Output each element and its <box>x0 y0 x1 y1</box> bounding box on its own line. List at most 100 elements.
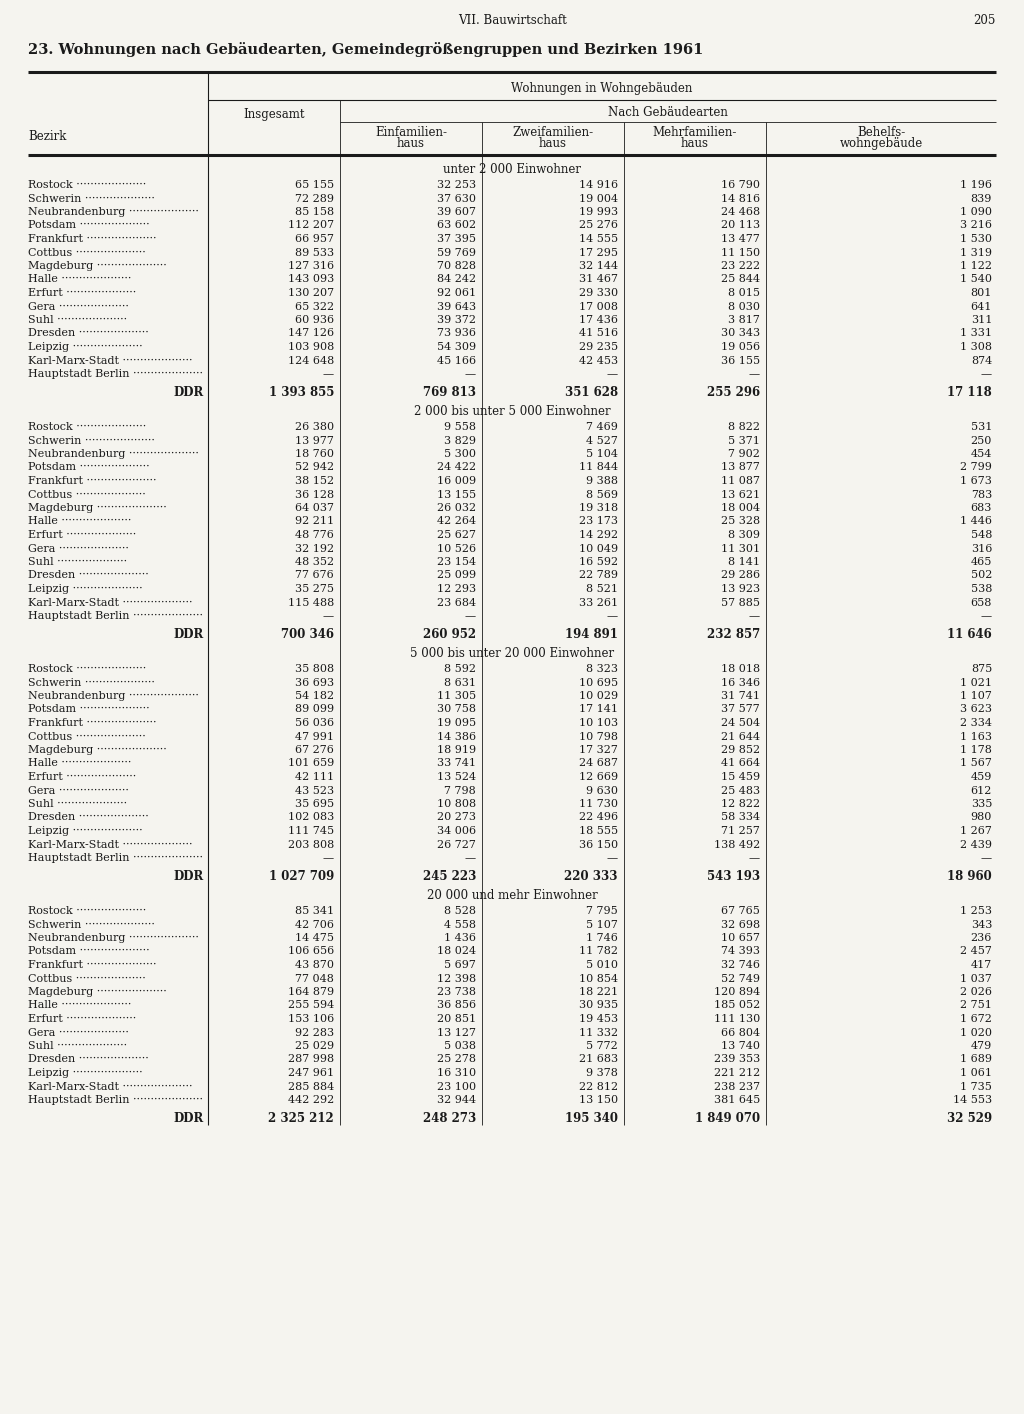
Text: 5 104: 5 104 <box>586 450 618 460</box>
Text: 89 533: 89 533 <box>295 247 334 257</box>
Text: 2 457: 2 457 <box>961 946 992 956</box>
Text: 14 386: 14 386 <box>437 731 476 741</box>
Text: 43 870: 43 870 <box>295 960 334 970</box>
Text: —: — <box>465 611 476 621</box>
Text: 13 127: 13 127 <box>437 1028 476 1038</box>
Text: 3 817: 3 817 <box>728 315 760 325</box>
Text: Cottbus ····················: Cottbus ···················· <box>28 973 145 984</box>
Text: 11 150: 11 150 <box>721 247 760 257</box>
Text: 18 760: 18 760 <box>295 450 334 460</box>
Text: Gera ····················: Gera ···················· <box>28 1028 129 1038</box>
Text: Frankfurt ····················: Frankfurt ···················· <box>28 233 157 245</box>
Text: 13 923: 13 923 <box>721 584 760 594</box>
Text: Suhl ····················: Suhl ···················· <box>28 557 127 567</box>
Text: 36 693: 36 693 <box>295 677 334 687</box>
Text: 5 772: 5 772 <box>587 1041 618 1051</box>
Text: Cottbus ····················: Cottbus ···················· <box>28 731 145 741</box>
Text: Halle ····················: Halle ···················· <box>28 274 131 284</box>
Text: 56 036: 56 036 <box>295 718 334 728</box>
Text: 18 960: 18 960 <box>947 870 992 882</box>
Text: 8 521: 8 521 <box>586 584 618 594</box>
Text: 25 278: 25 278 <box>437 1055 476 1065</box>
Text: 19 993: 19 993 <box>579 206 618 216</box>
Text: 9 558: 9 558 <box>444 421 476 433</box>
Text: Rostock ····················: Rostock ···················· <box>28 421 146 433</box>
Text: 38 152: 38 152 <box>295 477 334 486</box>
Text: 783: 783 <box>971 489 992 499</box>
Text: 25 099: 25 099 <box>437 570 476 581</box>
Text: 1 178: 1 178 <box>961 745 992 755</box>
Text: 8 030: 8 030 <box>728 301 760 311</box>
Text: 9 388: 9 388 <box>586 477 618 486</box>
Text: 250: 250 <box>971 436 992 445</box>
Text: 24 687: 24 687 <box>579 758 618 768</box>
Text: 502: 502 <box>971 570 992 581</box>
Text: Dresden ····················: Dresden ···················· <box>28 813 148 823</box>
Text: 35 275: 35 275 <box>295 584 334 594</box>
Text: 42 264: 42 264 <box>437 516 476 526</box>
Text: 1 090: 1 090 <box>961 206 992 216</box>
Text: Frankfurt ····················: Frankfurt ···················· <box>28 718 157 728</box>
Text: 20 851: 20 851 <box>437 1014 476 1024</box>
Text: 12 669: 12 669 <box>579 772 618 782</box>
Text: 221 212: 221 212 <box>714 1068 760 1077</box>
Text: 7 902: 7 902 <box>728 450 760 460</box>
Text: 23 154: 23 154 <box>437 557 476 567</box>
Text: 25 276: 25 276 <box>579 221 618 230</box>
Text: 8 323: 8 323 <box>586 665 618 674</box>
Text: 54 182: 54 182 <box>295 691 334 701</box>
Text: 185 052: 185 052 <box>714 1001 760 1011</box>
Text: 26 380: 26 380 <box>295 421 334 433</box>
Text: 37 395: 37 395 <box>437 233 476 245</box>
Text: Erfurt ····················: Erfurt ···················· <box>28 530 136 540</box>
Text: 32 253: 32 253 <box>437 180 476 189</box>
Text: 111 130: 111 130 <box>714 1014 760 1024</box>
Text: Potsdam ····················: Potsdam ···················· <box>28 946 150 956</box>
Text: 1 021: 1 021 <box>961 677 992 687</box>
Text: 138 492: 138 492 <box>714 840 760 850</box>
Text: 22 789: 22 789 <box>579 570 618 581</box>
Text: Gera ····················: Gera ···················· <box>28 301 129 311</box>
Text: 12 822: 12 822 <box>721 799 760 809</box>
Text: Dresden ····················: Dresden ···················· <box>28 328 148 338</box>
Text: Gera ····················: Gera ···················· <box>28 786 129 796</box>
Text: 11 782: 11 782 <box>579 946 618 956</box>
Text: 874: 874 <box>971 355 992 365</box>
Text: 769 813: 769 813 <box>423 386 476 399</box>
Text: Rostock ····················: Rostock ···················· <box>28 665 146 674</box>
Text: Leipzig ····················: Leipzig ···················· <box>28 1068 142 1077</box>
Text: Potsdam ····················: Potsdam ···················· <box>28 704 150 714</box>
Text: 101 659: 101 659 <box>288 758 334 768</box>
Text: Leipzig ····················: Leipzig ···················· <box>28 584 142 594</box>
Text: 538: 538 <box>971 584 992 594</box>
Text: Nach Gebäudearten: Nach Gebäudearten <box>608 106 728 119</box>
Text: 2 026: 2 026 <box>961 987 992 997</box>
Text: 25 029: 25 029 <box>295 1041 334 1051</box>
Text: 34 006: 34 006 <box>437 826 476 836</box>
Text: Dresden ····················: Dresden ···················· <box>28 570 148 581</box>
Text: 103 908: 103 908 <box>288 342 334 352</box>
Text: 1 735: 1 735 <box>961 1082 992 1092</box>
Text: 1 672: 1 672 <box>961 1014 992 1024</box>
Text: 64 037: 64 037 <box>295 503 334 513</box>
Text: Schwerin ····················: Schwerin ···················· <box>28 919 155 929</box>
Text: 8 528: 8 528 <box>444 906 476 916</box>
Text: 52 749: 52 749 <box>721 973 760 984</box>
Text: —: — <box>749 611 760 621</box>
Text: Potsdam ····················: Potsdam ···················· <box>28 221 150 230</box>
Text: 41 516: 41 516 <box>579 328 618 338</box>
Text: 13 977: 13 977 <box>295 436 334 445</box>
Text: 801: 801 <box>971 288 992 298</box>
Text: 220 333: 220 333 <box>564 870 618 882</box>
Text: 36 128: 36 128 <box>295 489 334 499</box>
Text: 48 352: 48 352 <box>295 557 334 567</box>
Text: 531: 531 <box>971 421 992 433</box>
Text: Hauptstadt Berlin ····················: Hauptstadt Berlin ···················· <box>28 369 203 379</box>
Text: 13 877: 13 877 <box>721 462 760 472</box>
Text: DDR: DDR <box>174 1111 204 1124</box>
Text: 25 627: 25 627 <box>437 530 476 540</box>
Text: —: — <box>981 369 992 379</box>
Text: 8 141: 8 141 <box>728 557 760 567</box>
Text: 120 894: 120 894 <box>714 987 760 997</box>
Text: 9 378: 9 378 <box>586 1068 618 1077</box>
